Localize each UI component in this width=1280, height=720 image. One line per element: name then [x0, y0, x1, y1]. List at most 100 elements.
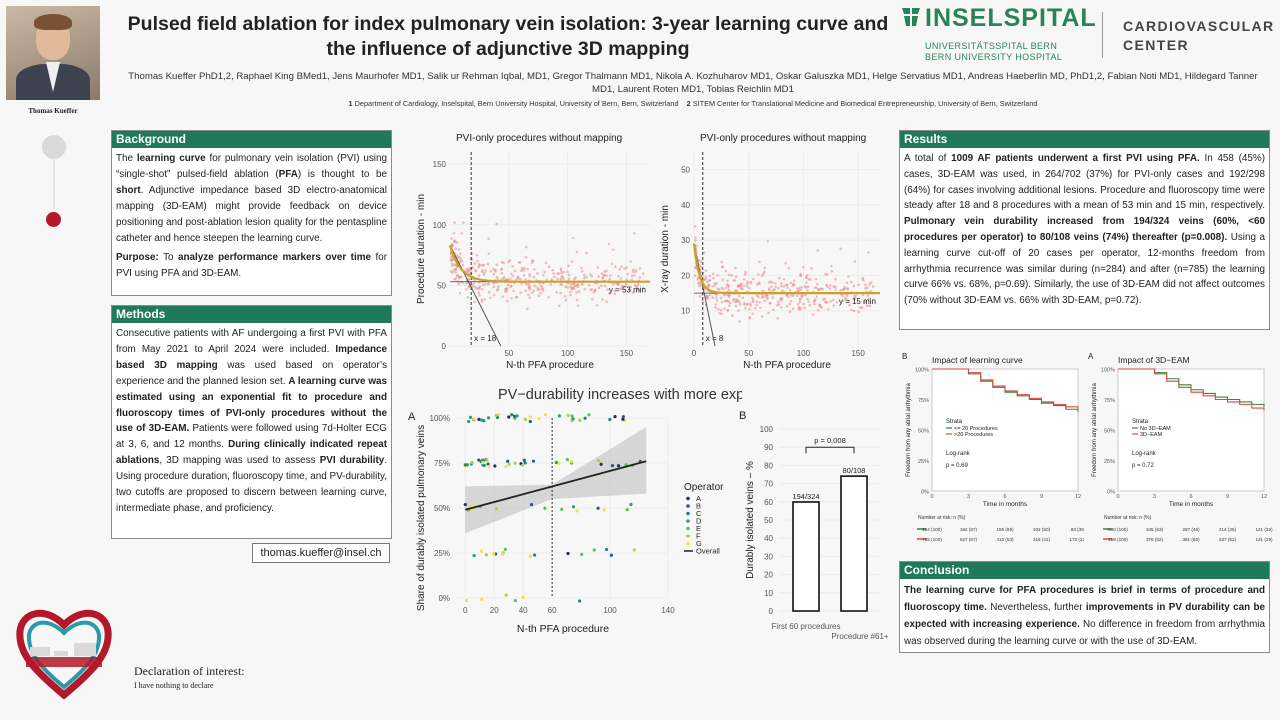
- data-point: [570, 260, 574, 264]
- declaration-body: I have nothing to declare: [134, 681, 214, 690]
- data-point: [631, 291, 635, 294]
- category-label: First 60 procedures: [772, 622, 841, 631]
- data-point: [759, 306, 762, 310]
- data-point: [700, 265, 703, 269]
- x-tick-label: 9: [1226, 494, 1229, 500]
- inselspital-mark-icon: [902, 8, 920, 26]
- y-axis-label: Procedure duration - min: [416, 194, 427, 304]
- data-point: [788, 288, 792, 292]
- data-point: [618, 267, 621, 271]
- data-point: [477, 262, 481, 266]
- data-point: [589, 273, 592, 276]
- data-point: [788, 302, 792, 306]
- data-point: [760, 315, 764, 318]
- data-point: [491, 267, 495, 271]
- data-point: [813, 298, 817, 301]
- data-point: [575, 509, 579, 513]
- data-point: [816, 249, 820, 252]
- data-point: [782, 277, 786, 281]
- data-point: [495, 275, 499, 279]
- data-point: [632, 548, 636, 552]
- data-point: [795, 294, 799, 298]
- data-point: [724, 269, 728, 273]
- data-point: [500, 271, 504, 275]
- data-point: [619, 277, 623, 280]
- text-run: Consecutive patients with AF undergoing …: [116, 328, 387, 355]
- data-point: [449, 270, 453, 273]
- data-point: [635, 286, 639, 290]
- y-tick-label: 0%: [921, 490, 929, 496]
- legend-entry: No 3D−EAM: [1140, 426, 1171, 432]
- decorative-circle-grey: [42, 135, 66, 159]
- data-point: [719, 308, 723, 312]
- data-point: [830, 264, 833, 268]
- data-point: [472, 417, 476, 421]
- data-point: [559, 267, 563, 270]
- x-tick-label: 6: [1189, 494, 1192, 500]
- data-point: [774, 282, 777, 285]
- data-point: [539, 284, 543, 288]
- data-point: [708, 274, 712, 278]
- conclusion-heading: Conclusion: [900, 562, 1269, 579]
- data-point: [733, 279, 737, 282]
- department-line-2: CENTER: [1123, 37, 1189, 53]
- data-point: [755, 304, 759, 307]
- data-point: [704, 269, 708, 272]
- data-point: [591, 298, 594, 301]
- declaration-title: Declaration of interest:: [134, 664, 245, 678]
- y-tick-label: 20: [681, 271, 690, 280]
- data-point: [700, 260, 703, 263]
- data-point: [504, 290, 507, 293]
- data-point: [733, 297, 736, 301]
- data-point: [590, 288, 594, 291]
- data-point: [610, 464, 615, 468]
- risk-table-cell: 381 (66): [1182, 537, 1200, 542]
- data-point: [532, 553, 537, 557]
- data-point: [860, 306, 864, 310]
- data-point: [857, 310, 861, 314]
- data-point: [461, 263, 465, 267]
- data-point: [596, 266, 600, 269]
- data-point: [463, 502, 467, 507]
- data-point: [705, 295, 709, 298]
- poster-title: Pulsed field ablation for index pulmonar…: [127, 13, 889, 60]
- methods-heading: Methods: [112, 306, 391, 323]
- data-point: [714, 306, 717, 309]
- risk-table-cell: 172 (22): [1069, 537, 1084, 542]
- data-point: [819, 287, 823, 291]
- data-point: [787, 266, 791, 270]
- x-tick-label: 3: [1153, 494, 1156, 500]
- data-point: [798, 297, 802, 301]
- data-point: [825, 283, 828, 287]
- x-tick-label: 100: [561, 349, 575, 358]
- data-point: [727, 273, 731, 277]
- data-point: [702, 251, 706, 254]
- data-point: [451, 264, 454, 268]
- risk-table-cell: 184 (87): [960, 527, 978, 532]
- data-point: [520, 266, 524, 270]
- data-point: [543, 506, 547, 510]
- data-point: [564, 285, 567, 289]
- data-point: [829, 300, 832, 303]
- data-point: [520, 269, 523, 272]
- x-tick-label: 140: [661, 606, 675, 615]
- significance-bracket: [805, 446, 855, 454]
- data-point: [454, 268, 458, 271]
- data-point: [465, 287, 468, 291]
- data-point: [749, 302, 752, 306]
- tangent-line: [693, 243, 716, 347]
- data-point: [500, 260, 504, 264]
- data-point: [731, 314, 734, 318]
- data-point: [726, 308, 730, 312]
- data-point: [547, 295, 551, 299]
- data-point: [531, 459, 536, 463]
- data-point: [846, 294, 849, 298]
- data-point: [755, 282, 759, 286]
- data-point: [468, 415, 473, 419]
- data-point: [852, 309, 856, 313]
- data-point: [785, 283, 789, 286]
- data-point: [570, 282, 574, 286]
- affiliation-1: Department of Cardiology, Inselspital, B…: [352, 99, 679, 108]
- data-point: [626, 272, 629, 276]
- contact-email[interactable]: thomas.kueffer@insel.ch: [252, 543, 390, 563]
